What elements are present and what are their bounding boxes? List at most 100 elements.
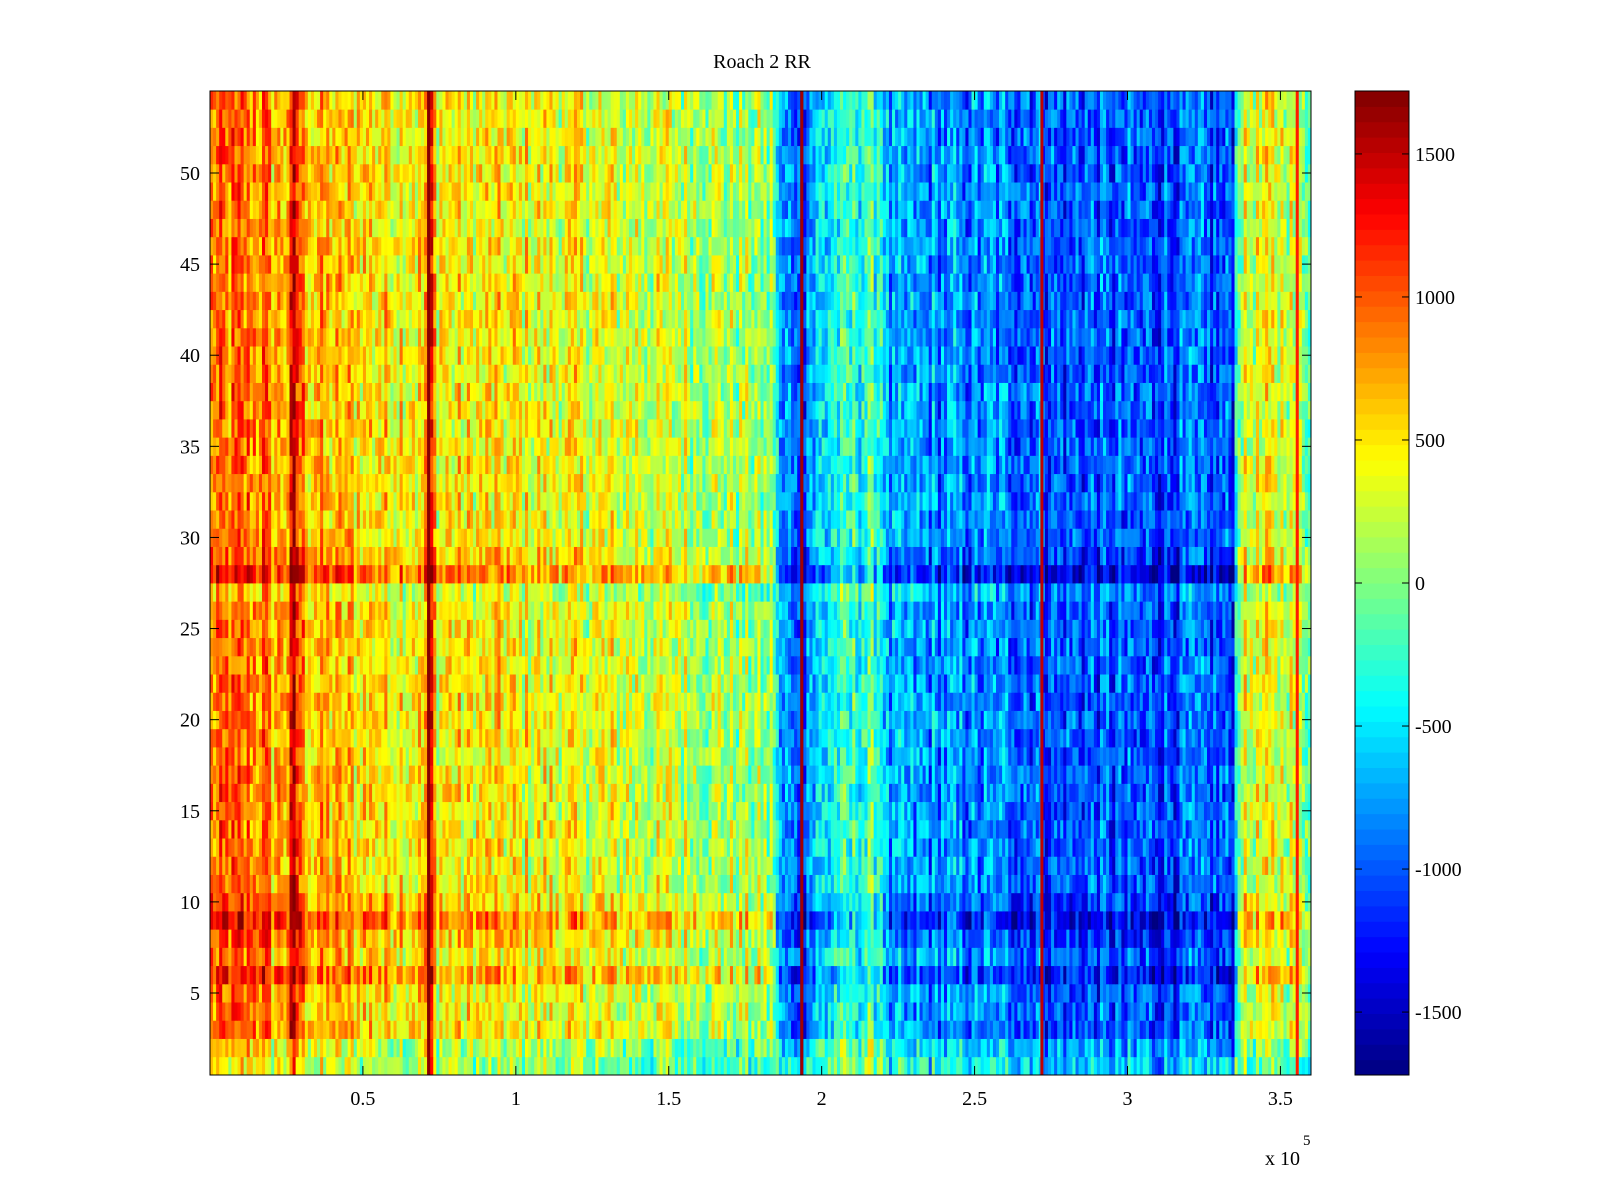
- heatmap-cell: [482, 856, 486, 875]
- heatmap-cell: [243, 838, 248, 857]
- heatmap-cell: [362, 874, 367, 894]
- heatmap-cell: [320, 856, 324, 875]
- heatmap-cell: [1090, 892, 1095, 912]
- heatmap-cell: [323, 838, 327, 857]
- heatmap-cell: [934, 1020, 939, 1039]
- heatmap-cell: [1136, 838, 1141, 857]
- heatmap-cell: [531, 1020, 535, 1039]
- heatmap-cell: [1274, 929, 1278, 948]
- heatmap-cell: [791, 965, 795, 985]
- heatmap-cell: [898, 1038, 902, 1058]
- heatmap-cell: [757, 929, 761, 948]
- heatmap-cell: [586, 1002, 590, 1021]
- heatmap-cell: [668, 819, 673, 839]
- heatmap-cell: [1301, 1020, 1306, 1039]
- heatmap-cell: [1002, 856, 1006, 875]
- heatmap-cell: [898, 838, 902, 857]
- heatmap-cell: [803, 856, 807, 875]
- heatmap-cell: [1231, 856, 1235, 875]
- heatmap-cell: [286, 911, 290, 930]
- heatmap-cell: [1170, 1002, 1174, 1021]
- heatmap-cell: [1044, 911, 1049, 930]
- heatmap-cell: [369, 1056, 373, 1076]
- heatmap-cell: [1103, 1056, 1107, 1076]
- heatmap-cell: [861, 983, 865, 1003]
- heatmap-cell: [326, 911, 330, 930]
- heatmap-cell: [1106, 929, 1110, 948]
- heatmap-cell: [381, 965, 385, 985]
- heatmap-cell: [775, 1020, 780, 1039]
- heatmap-cell: [558, 1020, 563, 1039]
- heatmap-cell: [632, 1020, 636, 1039]
- heatmap-cell: [1182, 929, 1187, 948]
- heatmap-cell: [390, 1002, 394, 1021]
- heatmap-cell: [616, 1056, 621, 1076]
- heatmap-cell: [864, 892, 868, 912]
- heatmap-cell: [1203, 892, 1208, 912]
- heatmap-cell: [234, 819, 238, 839]
- heatmap-cell: [861, 947, 865, 967]
- heatmap-cell: [1112, 874, 1116, 894]
- heatmap-cell: [1127, 1038, 1131, 1058]
- heatmap-cell: [540, 874, 544, 894]
- heatmap-cell: [781, 1056, 786, 1076]
- heatmap-cell: [1167, 856, 1171, 875]
- heatmap-cell: [904, 819, 908, 839]
- heatmap-cell: [846, 965, 850, 985]
- heatmap-cell: [280, 929, 284, 948]
- heatmap-cell: [1124, 856, 1128, 875]
- heatmap-cell: [1234, 911, 1238, 930]
- heatmap-cell: [846, 1056, 850, 1076]
- heatmap-cell: [732, 856, 737, 875]
- heatmap-cell: [1197, 1038, 1202, 1058]
- heatmap-cell: [748, 947, 752, 967]
- heatmap-cell: [219, 874, 223, 894]
- heatmap-cell: [1151, 1038, 1156, 1058]
- heatmap-cell: [934, 929, 939, 948]
- heatmap-cell: [922, 1038, 927, 1058]
- heatmap-cell: [399, 911, 404, 930]
- heatmap-cell: [974, 947, 979, 967]
- heatmap-cell: [525, 838, 529, 857]
- heatmap-cell: [1225, 856, 1229, 875]
- heatmap-cell: [717, 819, 722, 839]
- heatmap-cell: [971, 838, 975, 857]
- heatmap-cell: [439, 983, 443, 1003]
- heatmap-cell: [1047, 947, 1052, 967]
- heatmap-cell: [476, 947, 480, 967]
- heatmap-cell: [457, 1056, 462, 1076]
- heatmap-cell: [858, 819, 862, 839]
- heatmap-cell: [922, 1002, 927, 1021]
- heatmap-cell: [268, 947, 272, 967]
- heatmap-cell: [619, 1020, 624, 1039]
- heatmap-cell: [846, 929, 850, 948]
- heatmap-cell: [521, 1002, 526, 1021]
- heatmap-cell: [518, 1038, 523, 1058]
- heatmap-cell: [1005, 965, 1009, 985]
- heatmap-cell: [332, 911, 336, 930]
- heatmap-cell: [1051, 929, 1055, 948]
- heatmap-cell: [390, 983, 394, 1003]
- heatmap-cell: [1188, 856, 1193, 875]
- heatmap-cell: [928, 838, 933, 857]
- heatmap-cell: [408, 1056, 413, 1076]
- heatmap-cell: [1304, 856, 1309, 875]
- heatmap-cell: [846, 1038, 850, 1058]
- heatmap-cell: [414, 874, 419, 894]
- heatmap-cell: [797, 983, 801, 1003]
- heatmap-cell: [723, 983, 728, 1003]
- heatmap-cell: [396, 1020, 401, 1039]
- heatmap-cell: [775, 838, 780, 857]
- heatmap-cell: [953, 1056, 957, 1076]
- heatmap-cell: [910, 856, 914, 875]
- heatmap-cell: [393, 1002, 397, 1021]
- heatmap-cell: [754, 1038, 758, 1058]
- heatmap-cell: [628, 929, 633, 948]
- heatmap-cell: [1069, 874, 1073, 894]
- heatmap-cell: [830, 892, 835, 912]
- heatmap-cell: [836, 1056, 841, 1076]
- heatmap-cell: [304, 1038, 309, 1058]
- heatmap-cell: [509, 819, 514, 839]
- heatmap-cell: [947, 838, 951, 857]
- heatmap-cell: [338, 965, 342, 985]
